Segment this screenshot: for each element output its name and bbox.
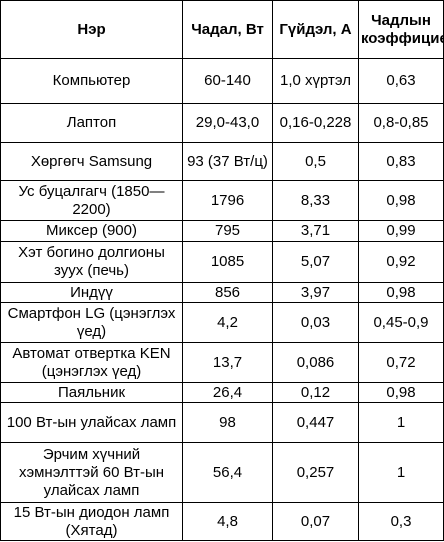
cell-power-factor: 1 [358,442,444,503]
cell-power: 856 [182,282,273,303]
cell-power: 1085 [182,241,273,283]
header-name: Нэр [0,0,183,59]
table-row: Ус буцалгагч (1850—2200) 1796 8,33 0,98 [0,180,444,221]
table-row: Компьютер 60-140 1,0 хүртэл 0,63 [0,58,444,104]
table-row: Хэт богино долгионы зуух (печь) 1085 5,0… [0,241,444,283]
cell-name: Хэт богино долгионы зуух (печь) [0,241,183,283]
cell-power-factor: 0,92 [358,241,444,283]
cell-name: 15 Вт-ын диодон ламп (Хятад) [0,502,183,541]
table-row: Хөргөгч Samsung 93 (37 Вт/ц) 0,5 0,83 [0,142,444,181]
cell-power-factor: 0,45-0,9 [358,302,444,343]
table-row: Эрчим хүчний хэмнэлттэй 60 Вт-ын улайсах… [0,442,444,503]
cell-name: Автомат отвертка KEN (цэнэглэх үед) [0,342,183,383]
cell-power: 795 [182,220,273,242]
cell-current: 8,33 [272,180,359,221]
cell-power: 98 [182,402,273,443]
cell-current: 0,16-0,228 [272,103,359,143]
cell-name: Компьютер [0,58,183,104]
header-row: Нэр Чадал, Вт Гүйдэл, А Чадлын коэффицие… [0,0,444,59]
cell-current: 0,447 [272,402,359,443]
cell-power: 1796 [182,180,273,221]
cell-current: 3,97 [272,282,359,303]
header-power: Чадал, Вт [182,0,273,59]
header-power-factor: Чадлын коэффициент [358,0,444,59]
cell-power-factor: 0,3 [358,502,444,541]
cell-power: 4,8 [182,502,273,541]
cell-power-factor: 0,8-0,85 [358,103,444,143]
cell-power-factor: 0,83 [358,142,444,181]
table-row: Паяльник 26,4 0,12 0,98 [0,382,444,403]
cell-name: Паяльник [0,382,183,403]
table-row: Лаптоп 29,0-43,0 0,16-0,228 0,8-0,85 [0,103,444,143]
cell-power-factor: 0,99 [358,220,444,242]
cell-current: 0,07 [272,502,359,541]
cell-name: Смартфон LG (цэнэглэх үед) [0,302,183,343]
cell-current: 0,086 [272,342,359,383]
cell-name: Лаптоп [0,103,183,143]
cell-power: 93 (37 Вт/ц) [182,142,273,181]
table-row: Индүү 856 3,97 0,98 [0,282,444,303]
cell-power-factor: 1 [358,402,444,443]
table-row: Миксер (900) 795 3,71 0,99 [0,220,444,242]
table-row: 100 Вт-ын улайсах ламп 98 0,447 1 [0,402,444,443]
cell-power-factor: 0,63 [358,58,444,104]
cell-current: 1,0 хүртэл [272,58,359,104]
cell-name: 100 Вт-ын улайсах ламп [0,402,183,443]
cell-name: Миксер (900) [0,220,183,242]
cell-name: Ус буцалгагч (1850—2200) [0,180,183,221]
cell-power: 4,2 [182,302,273,343]
cell-current: 0,5 [272,142,359,181]
cell-current: 3,71 [272,220,359,242]
cell-power-factor: 0,98 [358,382,444,403]
cell-power: 29,0-43,0 [182,103,273,143]
cell-power: 13,7 [182,342,273,383]
cell-power-factor: 0,72 [358,342,444,383]
cell-current: 0,03 [272,302,359,343]
cell-power-factor: 0,98 [358,180,444,221]
header-current: Гүйдэл, А [272,0,359,59]
table-row: 15 Вт-ын диодон ламп (Хятад) 4,8 0,07 0,… [0,502,444,541]
cell-current: 5,07 [272,241,359,283]
cell-current: 0,257 [272,442,359,503]
cell-current: 0,12 [272,382,359,403]
cell-power: 56,4 [182,442,273,503]
table-row: Автомат отвертка KEN (цэнэглэх үед) 13,7… [0,342,444,383]
cell-power-factor: 0,98 [358,282,444,303]
table-row: Смартфон LG (цэнэглэх үед) 4,2 0,03 0,45… [0,302,444,343]
cell-power: 60-140 [182,58,273,104]
cell-power: 26,4 [182,382,273,403]
cell-name: Эрчим хүчний хэмнэлттэй 60 Вт-ын улайсах… [0,442,183,503]
cell-name: Хөргөгч Samsung [0,142,183,181]
cell-name: Индүү [0,282,183,303]
